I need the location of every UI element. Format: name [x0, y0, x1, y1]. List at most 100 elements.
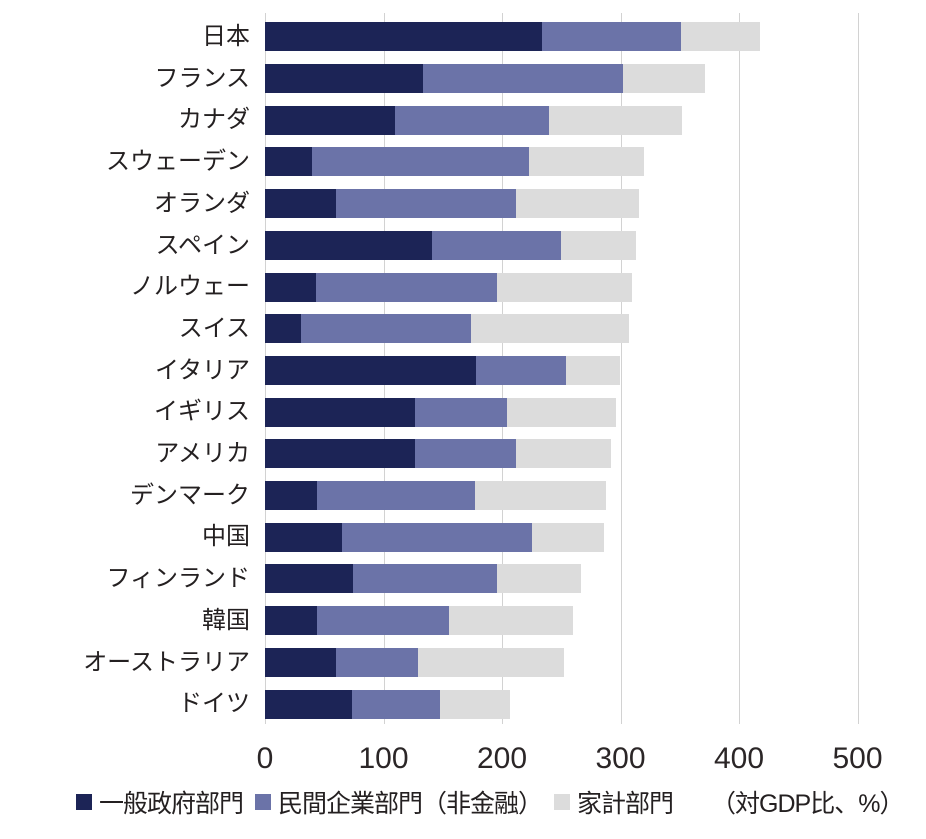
- bar-segment-corporate: [317, 481, 475, 511]
- category-label: フランス: [154, 64, 250, 92]
- x-tick-label: 500: [832, 742, 883, 775]
- legend-item-household: 家計部門: [554, 784, 674, 820]
- bar-row: 韓国: [0, 600, 926, 642]
- bar-segment-government: [265, 230, 433, 260]
- gridline-300: [620, 13, 622, 724]
- bar-segment-government: [265, 147, 313, 177]
- axis-unit-label: （対GDP比、%）: [711, 790, 904, 818]
- legend-label: 民間企業部門（非金融）: [278, 790, 543, 818]
- bar-segment-government: [265, 689, 352, 719]
- category-label: カナダ: [178, 106, 250, 134]
- bar-segment-government: [265, 189, 337, 219]
- bar-segment-government: [265, 105, 396, 135]
- category-label: 中国: [202, 523, 250, 551]
- legend-item-government: 一般政府部門: [76, 784, 244, 820]
- x-tick-label: 400: [713, 742, 765, 775]
- bar-segment-corporate: [315, 272, 498, 302]
- bar-segment-government: [265, 606, 318, 636]
- bar-row: フランス: [0, 58, 926, 100]
- bar-segment-corporate: [475, 355, 566, 385]
- bar-segment-corporate: [336, 647, 418, 677]
- legend: 一般政府部門 民間企業部門（非金融） 家計部門 （対GDP比、%）: [76, 782, 904, 822]
- category-label: ドイツ: [178, 690, 250, 718]
- legend-label: 一般政府部門: [99, 790, 244, 818]
- bar-segment-corporate: [312, 147, 530, 177]
- bar-segment-household: [531, 522, 604, 552]
- x-tick-label: 100: [358, 742, 409, 775]
- bar-row: 中国: [0, 516, 926, 558]
- category-label: ノルウェー: [130, 273, 250, 301]
- bar-segment-government: [265, 647, 337, 677]
- category-label: フィンランド: [106, 565, 250, 593]
- bar-row: オーストラリア: [0, 642, 926, 684]
- bar-segment-household: [417, 647, 564, 677]
- bar-segment-household: [497, 272, 633, 302]
- category-label: オーストラリア: [83, 648, 250, 676]
- category-label: デンマーク: [130, 481, 250, 509]
- x-tick-label: 200: [476, 742, 528, 775]
- bar-segment-household: [680, 22, 761, 52]
- legend-label: 家計部門: [577, 790, 674, 818]
- legend-swatch-icon: [255, 794, 272, 810]
- bar-segment-government: [265, 314, 301, 344]
- bar-row: ドイツ: [0, 683, 926, 725]
- category-label: スイス: [178, 314, 250, 342]
- bar-row: カナダ: [0, 99, 926, 141]
- bar-segment-corporate: [342, 522, 532, 552]
- bar-row: スペイン: [0, 225, 926, 267]
- bar-segment-corporate: [395, 105, 550, 135]
- bar-segment-household: [474, 481, 607, 511]
- category-label: オランダ: [154, 189, 250, 217]
- bar-segment-household: [506, 397, 616, 427]
- bar-segment-government: [265, 64, 423, 94]
- bar-segment-corporate: [542, 22, 681, 52]
- category-label: アメリカ: [155, 440, 250, 467]
- bar-row: イギリス: [0, 391, 926, 433]
- gridline-400: [739, 13, 740, 724]
- bar-segment-household: [516, 189, 640, 219]
- bar-segment-corporate: [422, 64, 623, 94]
- category-label: スペイン: [155, 231, 250, 259]
- bar-segment-household: [471, 314, 629, 344]
- bar-segment-corporate: [415, 439, 517, 469]
- bar-segment-government: [265, 439, 416, 469]
- bar-segment-household: [529, 147, 645, 177]
- bar-row: 日本: [0, 16, 926, 58]
- legend-swatch-icon: [554, 794, 571, 810]
- bar-row: オランダ: [0, 183, 926, 225]
- bar-segment-household: [440, 689, 511, 719]
- category-label: イギリス: [154, 398, 250, 426]
- bar-segment-government: [265, 481, 318, 511]
- bar-segment-government: [265, 397, 416, 427]
- bar-row: フィンランド: [0, 558, 926, 600]
- bar-segment-corporate: [300, 314, 472, 344]
- bar-segment-household: [448, 606, 574, 636]
- bar-segment-government: [265, 564, 353, 594]
- category-label: イタリア: [154, 356, 250, 384]
- bar-segment-household: [565, 355, 621, 385]
- bar-segment-corporate: [317, 606, 449, 636]
- bar-segment-government: [265, 22, 543, 52]
- category-label: 韓国: [202, 606, 250, 634]
- bar-segment-household: [561, 230, 636, 260]
- x-tick-label: 300: [595, 742, 646, 775]
- category-label: スウェーデン: [106, 148, 250, 176]
- bar-row: デンマーク: [0, 475, 926, 517]
- bar-segment-government: [265, 355, 476, 385]
- bar-segment-corporate: [415, 397, 507, 427]
- legend-swatch-icon: [76, 794, 92, 810]
- bar-segment-corporate: [432, 230, 562, 260]
- bar-row: ノルウェー: [0, 266, 926, 308]
- gridline-500: [857, 13, 859, 724]
- bar-segment-corporate: [336, 189, 517, 219]
- bar-segment-corporate: [351, 689, 441, 719]
- bar-segment-household: [497, 564, 582, 594]
- x-tick-label: 0: [256, 742, 274, 775]
- bar-row: スイス: [0, 308, 926, 350]
- bar-row: アメリカ: [0, 433, 926, 475]
- bar-segment-corporate: [352, 564, 498, 594]
- bar-segment-household: [516, 439, 612, 469]
- bar-row: スウェーデン: [0, 141, 926, 183]
- bar-segment-government: [265, 522, 343, 552]
